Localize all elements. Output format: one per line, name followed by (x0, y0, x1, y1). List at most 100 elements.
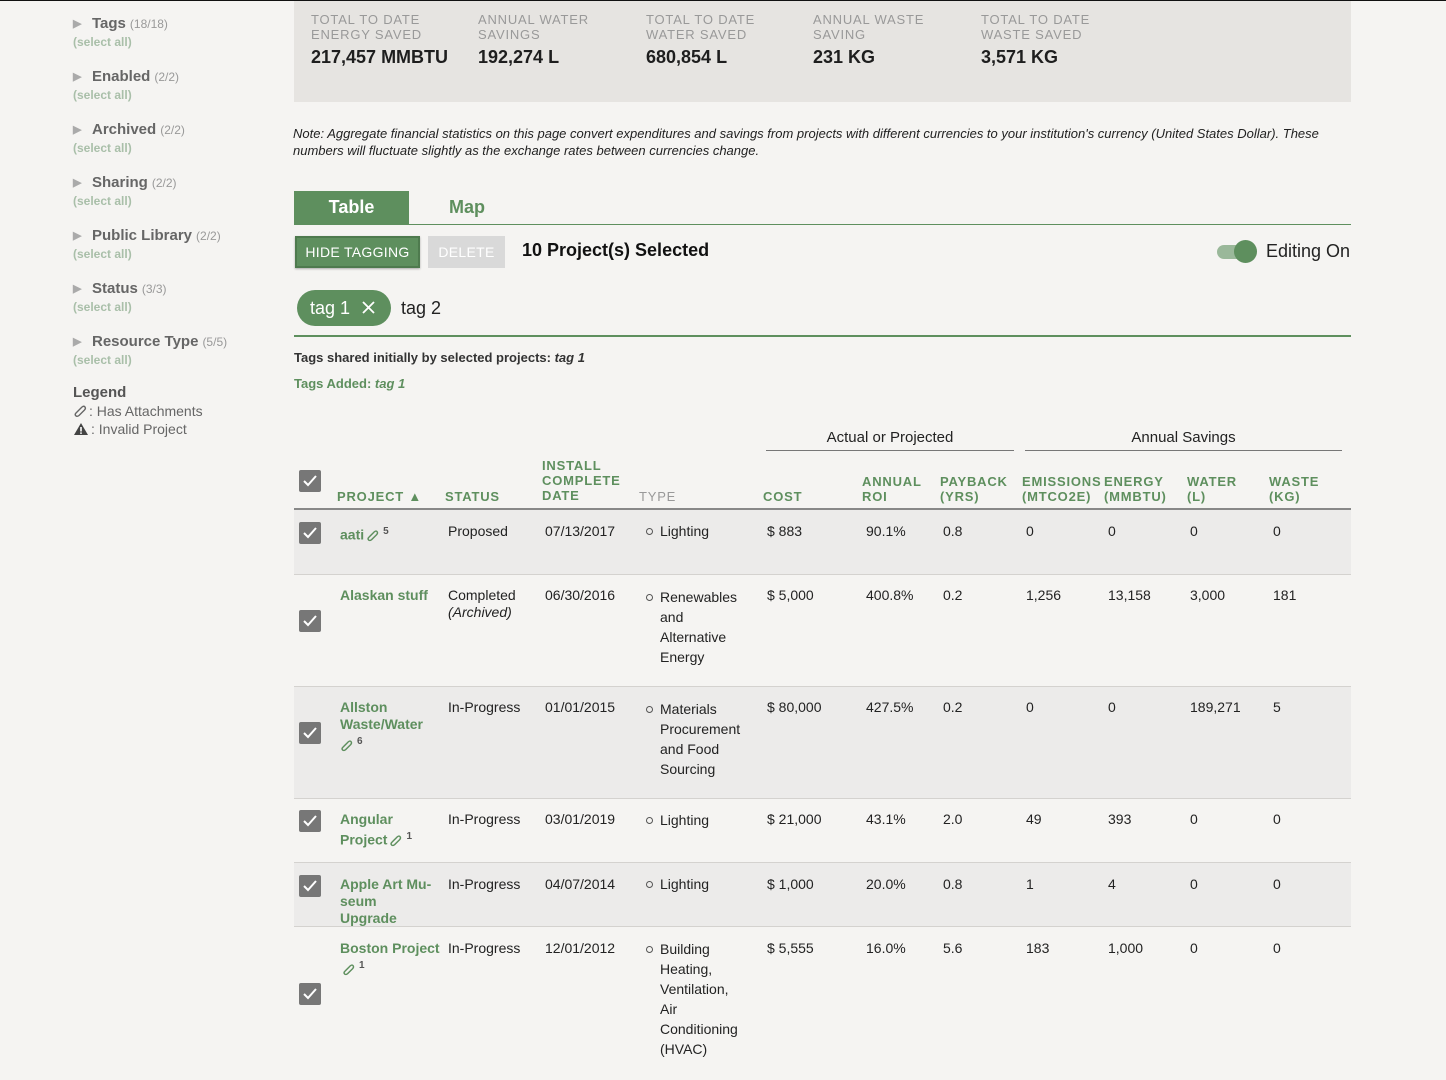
select-all-public-library-link[interactable]: (select all) (73, 247, 132, 261)
select-all-enabled-link[interactable]: (select all) (73, 88, 132, 102)
row-checkbox[interactable] (299, 522, 321, 544)
project-type: Lighting (646, 874, 746, 894)
project-link[interactable]: Boston Project1 (340, 940, 440, 978)
row-checkbox[interactable] (299, 875, 321, 897)
paperclip-icon (74, 405, 87, 418)
select-all-archived-link[interactable]: (select all) (73, 141, 132, 155)
project-link[interactable]: Apple Art Mu-seum Upgrade (340, 876, 432, 926)
filter-enabled: ▶ Enabled (2/2) (select all) (73, 68, 273, 121)
project-link[interactable]: Alaskan stuff (340, 587, 428, 603)
group-header-savings: Annual Savings (1025, 429, 1342, 451)
table-row: Boston Project1 In-Progress 12/01/2012 B… (294, 927, 1351, 1080)
table-row: Allston Waste/Water 6 In-Progress 01/01/2… (294, 687, 1351, 799)
view-tabs: Table Map (294, 191, 1351, 225)
table-row: Angular Project 1 In-Progress 03/01/2019 … (294, 799, 1351, 863)
tab-map[interactable]: Map (449, 197, 485, 217)
filter-toggle-archived[interactable]: ▶ Archived (2/2) (73, 121, 185, 138)
project-water: 0 (1190, 876, 1198, 892)
project-waste: 0 (1273, 811, 1281, 827)
row-checkbox[interactable] (299, 810, 321, 832)
column-header-cost[interactable]: COST (763, 489, 803, 504)
project-water: 0 (1190, 811, 1198, 827)
row-checkbox[interactable] (299, 610, 321, 632)
project-waste: 0 (1273, 876, 1281, 892)
delete-button[interactable]: DELETE (428, 236, 505, 268)
install-date: 01/01/2015 (545, 699, 616, 715)
tags-shared: Tags shared initially by selected projec… (294, 350, 585, 365)
expand-triangle-icon: ▶ (73, 283, 82, 295)
filter-toggle-sharing[interactable]: ▶ Sharing (2/2) (73, 174, 177, 191)
column-header-emissions[interactable]: EMISSIONS (MTCO2E) (1022, 474, 1102, 504)
project-roi: 400.8% (866, 587, 914, 603)
expand-triangle-icon: ▶ (73, 230, 82, 242)
column-header-install[interactable]: INSTALL COMPLETE DATE (542, 458, 621, 503)
project-waste: 0 (1273, 940, 1281, 956)
select-all-resource-type-link[interactable]: (select all) (73, 353, 132, 367)
stat-annual-waste: ANNUAL WASTE SAVING 231 KG (813, 12, 925, 67)
filter-toggle-tags[interactable]: ▶ Tags (18/18) (73, 15, 168, 32)
project-roi: 16.0% (866, 940, 906, 956)
select-all-tags-link[interactable]: (select all) (73, 35, 132, 49)
filter-toggle-status[interactable]: ▶ Status (3/3) (73, 280, 167, 297)
column-header-waste[interactable]: WASTE (KG) (1269, 474, 1320, 504)
project-water: 0 (1190, 523, 1198, 539)
column-header-status[interactable]: STATUS (445, 489, 500, 504)
project-type: Lighting (646, 521, 746, 541)
project-link[interactable]: aati 5 (340, 526, 389, 543)
project-emissions: 0 (1026, 523, 1034, 539)
column-header-roi[interactable]: ANNUAL ROI (862, 474, 922, 504)
project-cost: $ 5,000 (767, 587, 814, 603)
checkmark-icon (303, 527, 317, 539)
filter-toggle-public-library[interactable]: ▶ Public Library (2/2) (73, 227, 221, 244)
project-payback: 0.8 (943, 523, 963, 539)
project-waste: 181 (1273, 587, 1297, 603)
tab-table[interactable]: Table (294, 191, 409, 224)
summary-stats: TOTAL TO DATE ENERGY SAVED 217,457 MMBTU… (294, 1, 1351, 102)
project-type: Materials Procurement and Food Sourcing (646, 699, 746, 779)
hide-tagging-button[interactable]: HIDE TAGGING (295, 236, 420, 268)
select-all-checkbox[interactable] (299, 470, 321, 492)
paperclip-icon (343, 964, 355, 975)
expand-triangle-icon: ▶ (73, 124, 82, 136)
checkmark-icon (303, 615, 317, 627)
project-roi: 90.1% (866, 523, 906, 539)
column-header-payback[interactable]: PAYBACK (YRS) (940, 474, 1008, 504)
project-link[interactable]: Allston Waste/Water 6 (340, 699, 440, 754)
project-energy: 4 (1108, 876, 1116, 892)
select-all-sharing-link[interactable]: (select all) (73, 194, 132, 208)
paperclip-icon (390, 835, 402, 846)
editing-toggle[interactable] (1217, 240, 1257, 264)
project-payback: 0.2 (943, 587, 963, 603)
close-icon[interactable] (360, 299, 377, 316)
editing-label: Editing On (1266, 241, 1351, 261)
filter-resource-type: ▶ Resource Type (5/5) (select all) (73, 333, 273, 386)
tag-input[interactable] (401, 298, 701, 319)
project-link[interactable]: Angular Project 1 (340, 811, 413, 848)
stat-water-saved: TOTAL TO DATE WATER SAVED 680,854 L (646, 12, 756, 67)
filter-tags: ▶ Tags (18/18) (select all) (73, 15, 273, 68)
filter-toggle-resource-type[interactable]: ▶ Resource Type (5/5) (73, 333, 228, 350)
row-checkbox[interactable] (299, 722, 321, 744)
expand-triangle-icon: ▶ (73, 71, 82, 83)
row-checkbox[interactable] (299, 983, 321, 1005)
project-emissions: 0 (1026, 699, 1034, 715)
filter-public-library: ▶ Public Library (2/2) (select all) (73, 227, 273, 280)
filter-archived: ▶ Archived (2/2) (select all) (73, 121, 273, 174)
paperclip-icon (367, 530, 379, 541)
filter-toggle-enabled[interactable]: ▶ Enabled (2/2) (73, 68, 180, 85)
select-all-status-link[interactable]: (select all) (73, 300, 132, 314)
project-status: In-Progress (448, 811, 521, 827)
project-payback: 0.2 (943, 699, 963, 715)
stat-annual-water: ANNUAL WATER SAVINGS 192,274 L (478, 12, 589, 67)
install-date: 03/01/2019 (545, 811, 616, 827)
project-emissions: 1 (1026, 876, 1034, 892)
column-header-project[interactable]: PROJECT ▲ (337, 489, 423, 504)
column-header-energy[interactable]: ENERGY (MMBTU) (1104, 474, 1167, 504)
project-roi: 427.5% (866, 699, 914, 715)
legend-attachments: : Has Attachments (73, 403, 273, 419)
project-cost: $ 1,000 (767, 876, 814, 892)
checkmark-icon (303, 988, 317, 1000)
selected-count: 10 Project(s) Selected (522, 240, 710, 260)
column-header-water[interactable]: WATER (L) (1187, 474, 1237, 504)
stat-energy-saved: TOTAL TO DATE ENERGY SAVED 217,457 MMBTU (311, 12, 449, 67)
